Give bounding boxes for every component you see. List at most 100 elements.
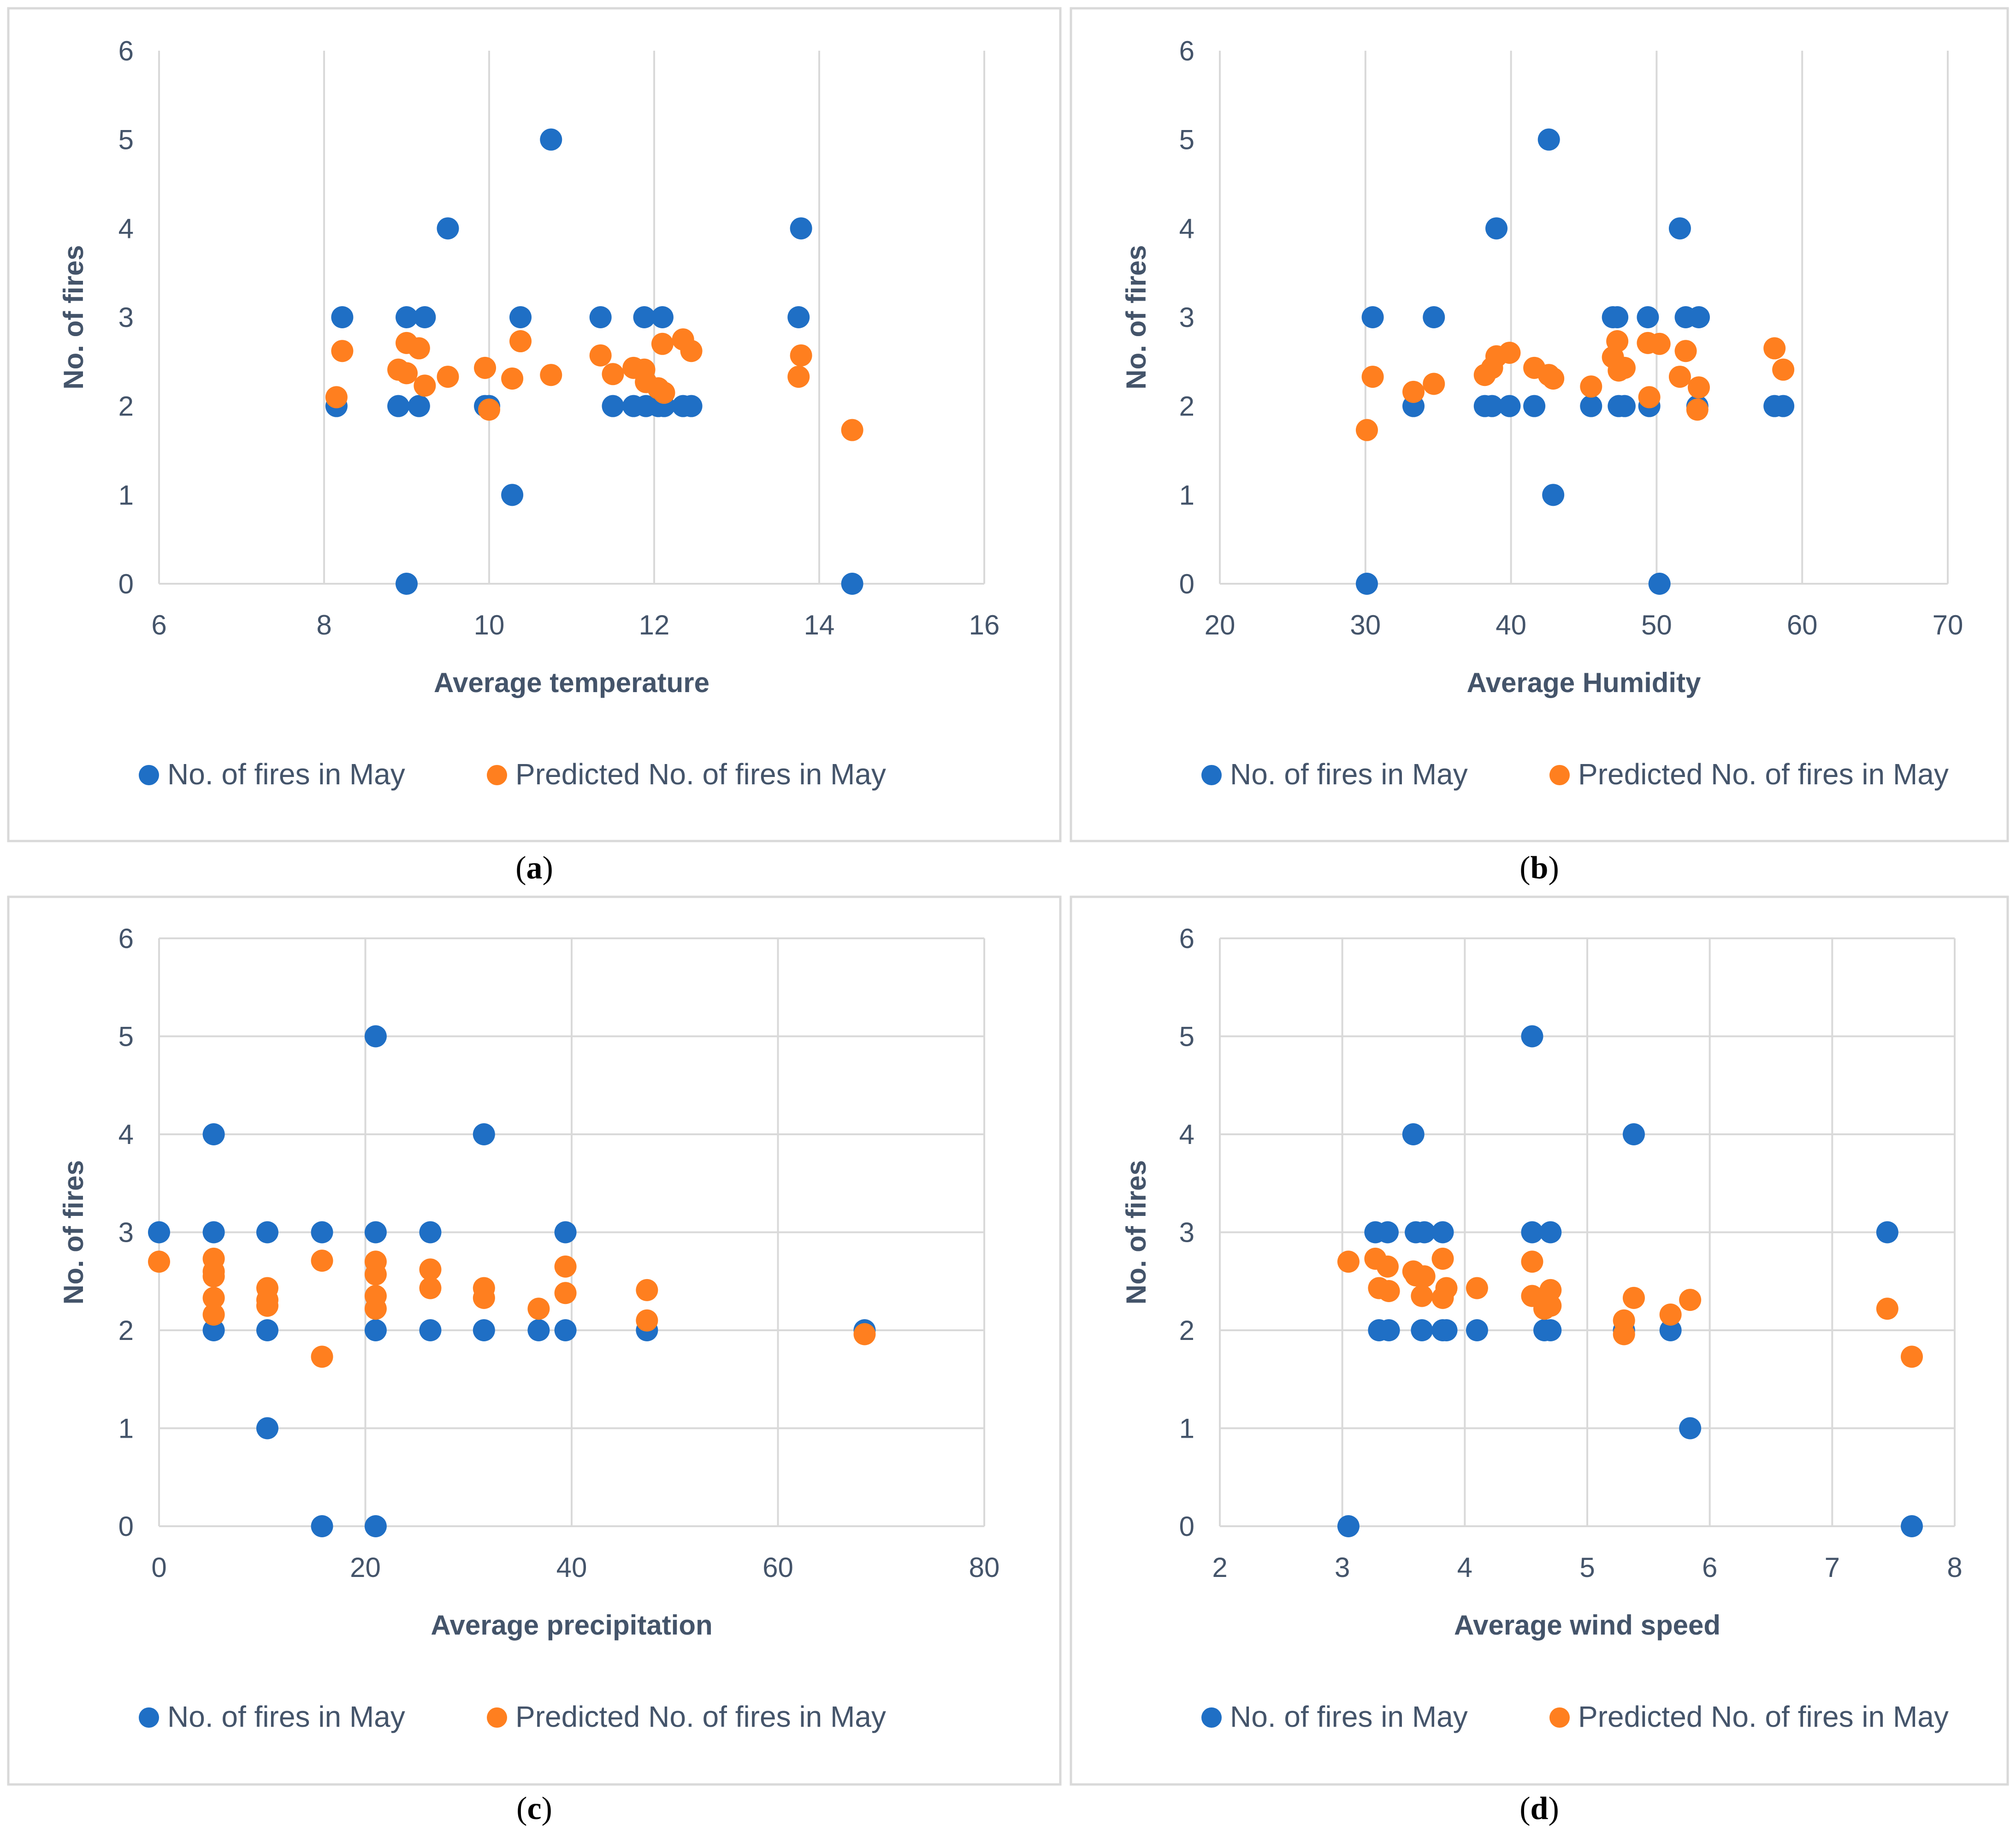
predicted-point (473, 1286, 495, 1309)
y-tick-label: 6 (118, 36, 134, 66)
predicted-point (419, 1277, 442, 1299)
predicted-point (1355, 419, 1378, 441)
x-tick-label: 16 (969, 610, 1000, 640)
observed-point (1637, 306, 1659, 328)
predicted-point (1613, 356, 1636, 379)
predicted-point (636, 1279, 658, 1301)
panel-caption-letter: d (1531, 1791, 1549, 1826)
predicted-point (474, 356, 497, 379)
predicted-point (540, 364, 562, 386)
y-tick-label: 6 (1179, 36, 1194, 66)
y-tick-label: 2 (1179, 391, 1194, 422)
y-tick-label: 1 (1179, 1413, 1194, 1444)
y-tick-label: 3 (1179, 1217, 1194, 1248)
predicted-point (653, 381, 675, 404)
observed-point (1466, 1319, 1488, 1341)
observed-point (256, 1319, 278, 1341)
x-tick-label: 10 (474, 610, 505, 640)
observed-point (256, 1221, 278, 1244)
predicted-point (311, 1345, 333, 1368)
x-tick-label: 0 (151, 1552, 166, 1583)
observed-point (414, 306, 436, 328)
y-tick-label: 3 (1179, 302, 1194, 333)
series-predicted (1355, 330, 1795, 441)
predicted-point (787, 366, 810, 388)
panel-caption: (b) (1519, 850, 1559, 886)
observed-point (364, 1319, 387, 1341)
observed-point (1537, 128, 1560, 151)
predicted-point (1772, 358, 1795, 381)
observed-point (527, 1319, 550, 1341)
legend-label-predicted: Predicted No. of fires in May (1578, 758, 1949, 791)
predicted-point (589, 344, 612, 367)
predicted-point (419, 1258, 442, 1281)
observed-point (790, 217, 812, 240)
x-tick-label: 4 (1457, 1552, 1472, 1583)
legend: No. of fires in May Predicted No. of fire… (1201, 1700, 1949, 1733)
panel-caption-letter: b (1531, 850, 1549, 886)
predicted-point (1498, 342, 1521, 364)
y-tick-label: 6 (1179, 923, 1194, 954)
y-tick-label: 1 (1179, 480, 1194, 510)
predicted-point (1679, 1289, 1702, 1311)
panel-caption: (a) (515, 850, 553, 886)
observed-point (1361, 306, 1384, 328)
observed-point (1679, 1417, 1702, 1440)
y-tick-label: 4 (1179, 1119, 1194, 1150)
legend-label-observed: No. of fires in May (167, 1700, 405, 1733)
predicted-point (651, 332, 674, 355)
predicted-point (680, 340, 703, 362)
observed-point (396, 573, 418, 595)
predicted-point (1687, 376, 1710, 399)
observed-point (1613, 395, 1636, 417)
observed-point (1355, 573, 1378, 595)
observed-point (1423, 306, 1445, 328)
observed-point (554, 1221, 577, 1244)
predicted-point (331, 340, 354, 362)
predicted-point (202, 1265, 225, 1288)
panel-caption: (d) (1519, 1791, 1559, 1826)
y-axis-title: No. of fires (1121, 245, 1152, 389)
x-tick-label: 8 (1947, 1552, 1962, 1583)
series-predicted (325, 328, 863, 441)
observed-point (1413, 1221, 1436, 1244)
y-tick-label: 5 (1179, 124, 1194, 155)
predicted-point (148, 1250, 170, 1273)
predicted-point (202, 1286, 225, 1309)
panel-caption-letter: c (527, 1791, 541, 1826)
legend-marker-observed (139, 765, 159, 785)
x-tick-label: 60 (1787, 610, 1818, 640)
predicted-point (1659, 1304, 1682, 1326)
predicted-point (408, 337, 430, 360)
observed-point (841, 573, 863, 595)
observed-point (1521, 1221, 1543, 1244)
x-tick-label: 14 (804, 610, 835, 640)
predicted-point (1539, 1279, 1562, 1301)
y-tick-label: 3 (118, 1217, 134, 1248)
legend-label-observed: No. of fires in May (167, 758, 405, 791)
predicted-point (1539, 1294, 1562, 1317)
predicted-point (501, 367, 524, 390)
observed-point (1539, 1221, 1562, 1244)
y-tick-label: 5 (118, 124, 134, 155)
predicted-point (1763, 337, 1786, 360)
predicted-point (1674, 340, 1697, 362)
y-tick-label: 5 (1179, 1021, 1194, 1052)
observed-point (1376, 1221, 1399, 1244)
predicted-point (1435, 1277, 1458, 1299)
y-tick-label: 4 (118, 213, 134, 244)
observed-point (1606, 306, 1629, 328)
predicted-point (509, 330, 532, 353)
legend: No. of fires in May Predicted No. of fire… (139, 758, 886, 791)
y-tick-label: 0 (1179, 569, 1194, 599)
x-axis-title: Average Humidity (1467, 667, 1702, 698)
chart-panel-b: 0 1 2 3 4 5 6 20 30 40 50 60 70 Average Humidity No. o… (1070, 7, 2009, 886)
chart-frame (1070, 7, 2009, 842)
predicted-point (364, 1298, 387, 1320)
x-tick-label: 12 (639, 610, 670, 640)
observed-point (364, 1515, 387, 1537)
observed-point (633, 306, 656, 328)
predicted-point (396, 362, 418, 385)
x-tick-label: 6 (151, 610, 166, 640)
